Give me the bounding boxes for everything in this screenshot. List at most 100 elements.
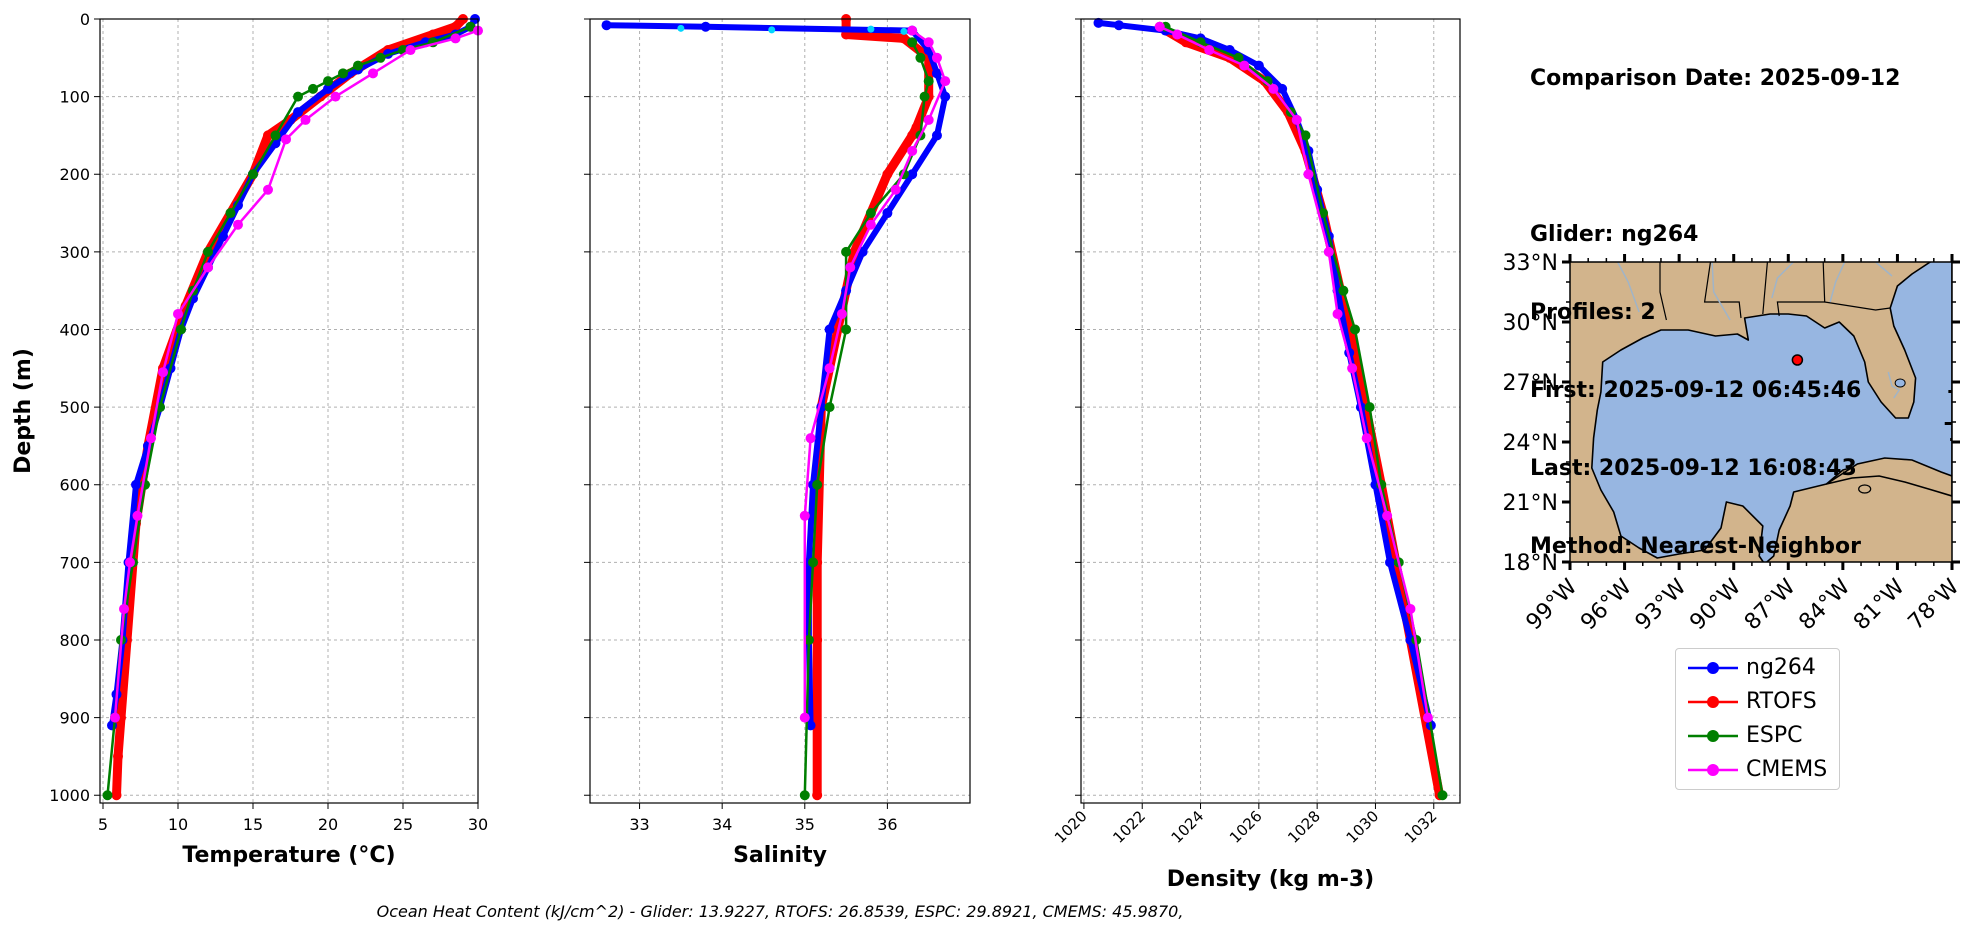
data-point-cmems <box>110 712 120 723</box>
data-point-cmems <box>890 184 901 195</box>
river <box>1829 262 1846 303</box>
series-line-ng264 <box>1098 19 1434 727</box>
legend-swatch-ng264 <box>1688 662 1738 674</box>
data-point-ng264 <box>1277 83 1288 94</box>
state-border <box>1659 262 1667 321</box>
data-point-cmems <box>146 433 156 444</box>
data-point-cmems <box>300 114 311 125</box>
data-point-rtofs <box>812 790 823 801</box>
x-axis-label: Temperature (°C) <box>182 843 395 868</box>
y-tick-label: 800 <box>59 631 90 650</box>
legend-item-cmems: CMEMS <box>1676 753 1839 787</box>
data-point-cmems <box>907 25 918 36</box>
data-point-cmems <box>119 603 129 614</box>
info-panel: Comparison Date: 2025-09-12 Glider: ng26… <box>1530 14 1900 586</box>
data-point-espc <box>338 68 348 79</box>
x-axis-label: Salinity <box>733 843 827 868</box>
data-point-cmems <box>799 510 810 521</box>
legend-swatch-cmems <box>1688 764 1738 776</box>
map-lat-label: 24°N <box>1503 431 1558 456</box>
data-point-ng264 <box>882 208 893 219</box>
gulf-of-mexico <box>1591 262 1952 562</box>
map-content <box>1570 262 1952 562</box>
x-tick-label: 1028 <box>1284 807 1324 847</box>
legend-label-rtofs: RTOFS <box>1746 689 1817 714</box>
data-point-cmems <box>1382 510 1393 521</box>
x-tick-label: 1020 <box>1051 807 1091 847</box>
data-point-ng264 <box>1253 60 1264 71</box>
data-point-ng264-secondary <box>867 25 875 33</box>
data-point-cmems <box>931 52 942 63</box>
data-point-ng264-secondary <box>768 26 776 34</box>
data-point-espc <box>353 60 363 71</box>
data-point-rtofs <box>898 33 909 44</box>
y-tick-label: 1000 <box>49 786 90 805</box>
series-line-ng264 <box>606 22 949 726</box>
data-point-espc <box>1350 324 1361 335</box>
river <box>1616 262 1640 313</box>
data-point-cmems <box>330 91 341 102</box>
y-tick-label: 200 <box>59 165 90 184</box>
map-inset: 99°W96°W93°W90°W87°W84°W81°W78°W18°N21°N… <box>1503 251 1965 635</box>
profiles-count: Profiles: 2 <box>1530 300 1656 325</box>
y-axis-label: Depth (m) <box>11 348 36 474</box>
y-tick-label: 700 <box>59 553 90 572</box>
river <box>1771 262 1795 299</box>
data-point-ng264 <box>1093 17 1104 28</box>
data-point-cmems <box>1204 45 1215 56</box>
map-lat-label: 21°N <box>1503 491 1558 516</box>
data-point-rtofs <box>450 21 461 32</box>
state-border <box>1776 262 1826 317</box>
cuba-island <box>1826 457 1952 497</box>
glider-location-marker <box>1791 354 1804 366</box>
last-time: Last: 2025-09-12 16:08:43 <box>1530 456 1857 481</box>
method: Method: Nearest-Neighbor <box>1530 534 1861 559</box>
data-point-cmems <box>1268 83 1279 94</box>
data-point-espc <box>1233 52 1244 63</box>
map-lat-label: 30°N <box>1503 311 1558 336</box>
data-point-espc <box>841 246 852 257</box>
data-point-espc <box>1338 285 1349 296</box>
data-point-cmems <box>799 712 810 723</box>
data-point-cmems <box>233 219 243 230</box>
data-point-cmems <box>263 184 273 195</box>
x-tick-label: 36 <box>877 815 897 834</box>
data-point-espc <box>923 76 934 87</box>
data-point-cmems <box>158 367 168 378</box>
data-point-espc <box>808 557 819 568</box>
data-point-ng264 <box>940 91 951 102</box>
river <box>1711 262 1731 321</box>
axes-frame <box>1080 18 1461 804</box>
x-tick-label: 25 <box>393 815 413 834</box>
state-border <box>1824 301 1891 311</box>
data-point-cmems <box>923 37 934 48</box>
series-line-rtofs <box>1157 22 1445 797</box>
data-point-espc <box>803 634 814 645</box>
legend-item-ng264: ng264 <box>1676 651 1839 685</box>
data-point-cmems <box>1361 433 1372 444</box>
data-point-espc <box>203 246 213 257</box>
data-point-cmems <box>1323 246 1334 257</box>
data-point-cmems <box>450 33 461 44</box>
y-tick-label: 400 <box>59 320 90 339</box>
river <box>1875 262 1893 277</box>
data-point-cmems <box>805 433 816 444</box>
legend-label-espc: ESPC <box>1746 723 1803 748</box>
data-point-ng264 <box>293 107 303 118</box>
data-point-cmems <box>865 219 876 230</box>
data-point-cmems <box>1422 712 1433 723</box>
x-tick-label: 10 <box>168 815 188 834</box>
data-point-cmems <box>923 114 934 125</box>
data-point-cmems <box>1172 29 1183 40</box>
data-point-espc <box>824 402 835 413</box>
data-point-cmems <box>845 262 856 273</box>
data-point-ng264 <box>805 720 816 731</box>
legend-item-rtofs: RTOFS <box>1676 685 1839 719</box>
profile-panel-2: 33 34 35 36 Salinity <box>584 14 971 868</box>
data-point-espc <box>919 91 930 102</box>
data-point-cmems <box>1303 169 1314 180</box>
data-point-ng264 <box>700 21 711 32</box>
data-point-cmems <box>824 363 835 374</box>
data-point-espc <box>375 52 386 63</box>
